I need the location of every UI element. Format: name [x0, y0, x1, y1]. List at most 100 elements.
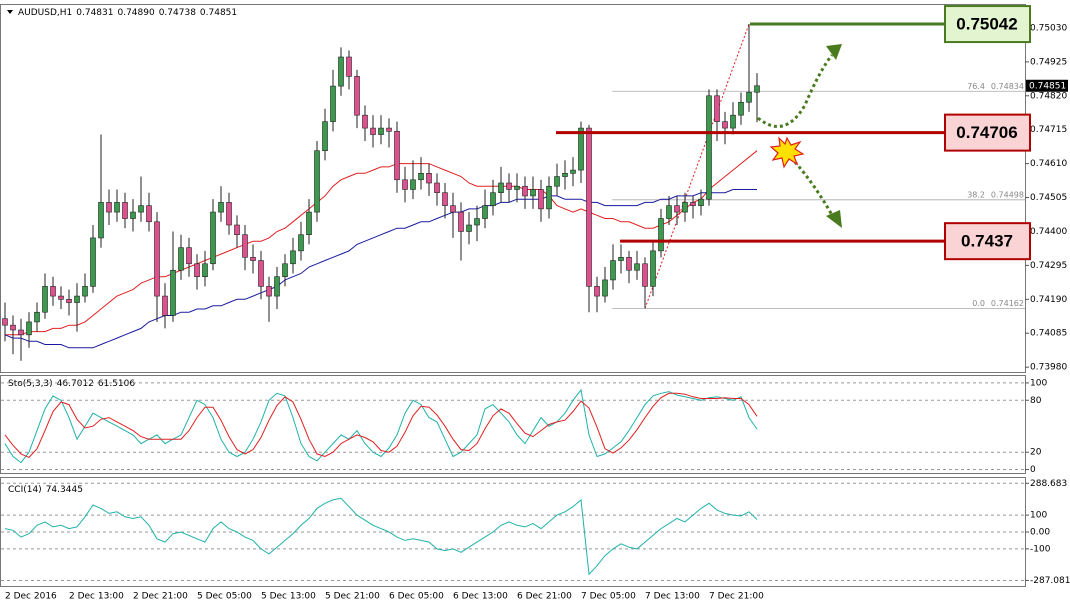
- projection-arrow-down: [793, 161, 834, 216]
- candle-body: [538, 189, 544, 210]
- x-tick-label: 5 Dec 05:00: [197, 592, 252, 602]
- candle-body: [634, 263, 640, 271]
- candle-body: [218, 202, 224, 213]
- y-tick-label: 0.73980: [1030, 363, 1067, 373]
- candle-body: [698, 198, 704, 206]
- y-tick-label: 288.683: [1030, 479, 1067, 489]
- fib-value: 0.74834: [991, 82, 1024, 91]
- fib-trendline: [644, 23, 750, 309]
- arrowhead: [826, 210, 842, 228]
- y-tick-label: 0.74610: [1030, 159, 1067, 169]
- x-tick-label: 5 Dec 21:00: [325, 592, 380, 602]
- y-tick-label: 0.74925: [1030, 57, 1067, 67]
- candle-body: [226, 202, 232, 226]
- candle-body: [426, 173, 432, 184]
- candle-body: [322, 121, 328, 152]
- candle-body: [202, 263, 208, 277]
- dropdown-icon[interactable]: [7, 10, 13, 14]
- candle-body: [114, 202, 120, 213]
- candle-body: [546, 185, 552, 210]
- stochastic-panel-frame: [0, 375, 1026, 474]
- header-open: 0.74831: [76, 8, 113, 18]
- y-tick-label: 0.74400: [1030, 227, 1067, 237]
- candle-body: [138, 205, 144, 213]
- level-box: [944, 222, 1031, 261]
- candle-body: [402, 179, 408, 190]
- x-tick-label: 7 Dec 21:00: [709, 592, 764, 602]
- y-tick-label: 0.74820: [1030, 91, 1067, 101]
- candle-body: [162, 295, 168, 316]
- y-tick-label: 0.74505: [1030, 193, 1067, 203]
- candle-body: [554, 176, 560, 187]
- candle-body: [482, 205, 488, 219]
- candle-body: [58, 295, 64, 300]
- x-tick-label: 2 Dec 13:00: [69, 592, 124, 602]
- candle-body: [386, 127, 392, 132]
- indicator-line: [4, 388, 758, 464]
- y-tick-label: 0.74295: [1030, 261, 1067, 271]
- candle-body: [410, 179, 416, 190]
- level-label: 0.75042: [956, 15, 1017, 34]
- candle-body: [314, 150, 320, 213]
- fib-label: 76.4: [967, 82, 985, 91]
- fib-value: 0.74498: [991, 190, 1024, 199]
- y-tick-label: -287.0817: [1030, 576, 1070, 586]
- candle-body: [122, 202, 128, 219]
- candle-body: [106, 202, 112, 213]
- price-tag: [1026, 79, 1068, 92]
- candle-body: [666, 205, 672, 219]
- candle-body: [714, 95, 720, 122]
- moving-average: [4, 189, 757, 349]
- candle-body: [642, 263, 648, 287]
- candle-body: [434, 182, 440, 193]
- candle-body: [330, 85, 336, 122]
- y-tick-label: 0.74715: [1030, 125, 1067, 135]
- stochastic-header: Sto(5,3,3) 46.7012 61.5106: [8, 379, 135, 389]
- fib-value: 0.74162: [991, 299, 1024, 308]
- y-tick-label: 0.74190: [1030, 295, 1067, 305]
- candle-body: [458, 211, 464, 232]
- candle-body: [194, 263, 200, 277]
- candle-body: [26, 321, 32, 336]
- candle-body: [82, 286, 88, 297]
- y-tick-label: 100: [1030, 378, 1047, 388]
- candle-body: [514, 185, 520, 190]
- candle-body: [186, 247, 192, 265]
- candle-body: [338, 56, 344, 87]
- x-tick-label: 2 Dec 21:00: [133, 592, 188, 602]
- candle-body: [346, 56, 352, 77]
- candle-body: [498, 182, 504, 193]
- candle-body: [42, 286, 48, 313]
- stoch-d: 61.5106: [98, 379, 135, 389]
- candle-body: [754, 85, 760, 93]
- x-tick-label: 5 Dec 13:00: [261, 592, 316, 602]
- candle-body: [50, 286, 56, 297]
- candle-body: [2, 318, 8, 326]
- cci-header: CCI(14) 74.3445: [8, 485, 83, 495]
- y-tick-label: 100: [1030, 511, 1047, 521]
- candle-body: [178, 247, 184, 271]
- level-box: [944, 5, 1031, 44]
- candle-body: [74, 295, 80, 303]
- candle-body: [210, 211, 216, 265]
- candle-body: [66, 299, 72, 303]
- candle-body: [562, 173, 568, 177]
- candle-body: [394, 131, 400, 181]
- candle-body: [34, 311, 40, 323]
- candle-body: [674, 205, 680, 213]
- candle-body: [466, 224, 472, 232]
- candle-body: [570, 169, 576, 174]
- x-tick-label: 2 Dec 2016: [5, 592, 57, 602]
- candle-body: [594, 286, 600, 297]
- level-label: 0.74706: [956, 123, 1017, 142]
- y-tick-label: 0.75030: [1030, 23, 1067, 33]
- price-tag-label: 0.74851: [1029, 81, 1066, 91]
- candle-body: [690, 202, 696, 206]
- candle-body: [170, 269, 176, 316]
- candle-body: [450, 205, 456, 213]
- candle-body: [506, 182, 512, 190]
- candle-body: [722, 121, 728, 129]
